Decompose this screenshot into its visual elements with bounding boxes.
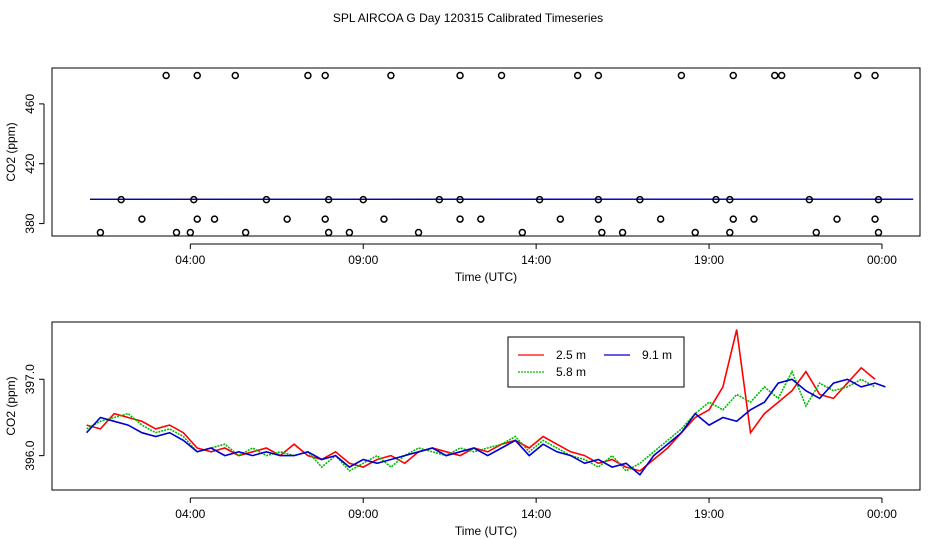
calibration-point bbox=[262, 195, 271, 204]
timeseries-series-line-5-8m bbox=[86, 369, 876, 472]
calibration-point bbox=[518, 228, 527, 237]
calibration-point bbox=[771, 71, 779, 80]
calibration-point bbox=[324, 228, 333, 237]
timeseries-plot-frame bbox=[51, 321, 921, 491]
calibration-point bbox=[812, 228, 821, 237]
calibration-point bbox=[750, 215, 758, 223]
calibration-x-tick-label: 04:00 bbox=[175, 253, 205, 267]
calibration-point bbox=[594, 215, 603, 223]
calibration-x-tick-label: 09:00 bbox=[348, 253, 378, 267]
calibration-point bbox=[656, 215, 665, 223]
calibration-point bbox=[190, 195, 198, 204]
timeseries-x-tick-label: 04:00 bbox=[175, 507, 205, 521]
calibration-y-tick-label: 380 bbox=[23, 213, 37, 233]
calibration-point bbox=[345, 228, 354, 237]
calibration-point bbox=[138, 215, 146, 223]
calibration-y-tick-label: 420 bbox=[23, 153, 37, 173]
calibration-point bbox=[186, 228, 195, 237]
calibration-point bbox=[380, 215, 388, 223]
calibration-axes: 04:00 09:00 14:00 19:00 00:00 380 420 460 bbox=[23, 94, 897, 267]
chart-title: SPL AIRCOA G Day 120315 Calibrated Times… bbox=[333, 11, 603, 25]
legend-label-5-8m: 5.8 m bbox=[556, 365, 586, 379]
calibration-point bbox=[636, 195, 644, 204]
calibration-point bbox=[283, 215, 291, 223]
timeseries-panel: 04:00 09:00 14:00 19:00 00:00 396.0 397.0 Time… bbox=[4, 321, 921, 538]
calibration-point bbox=[594, 195, 603, 204]
calibration-point bbox=[477, 215, 485, 223]
calibration-point bbox=[96, 228, 105, 237]
calibration-point bbox=[556, 215, 565, 223]
calibration-point bbox=[172, 228, 181, 237]
calibration-point bbox=[833, 215, 841, 223]
calibration-point bbox=[691, 228, 699, 237]
legend-box bbox=[507, 336, 685, 388]
calibration-point bbox=[777, 71, 786, 80]
calibration-point bbox=[193, 215, 201, 223]
calibration-point bbox=[321, 215, 329, 223]
calibration-point bbox=[712, 195, 720, 204]
calibration-point bbox=[805, 195, 814, 204]
calibration-point bbox=[871, 215, 879, 223]
calibration-point bbox=[729, 71, 738, 80]
calibration-y-tick-label: 460 bbox=[23, 94, 37, 114]
legend: 2.5 m 5.8 m 9.1 m bbox=[507, 336, 685, 388]
calibration-point bbox=[871, 71, 879, 80]
calibration-point bbox=[854, 71, 862, 80]
timeseries-y-tick-label: 397.0 bbox=[23, 364, 37, 394]
calibration-marks bbox=[89, 71, 914, 237]
timeseries-y-tick-label: 396.0 bbox=[23, 440, 37, 470]
calibration-point bbox=[241, 228, 250, 237]
timeseries-series-line-9-1m bbox=[86, 378, 886, 476]
calibration-point bbox=[726, 228, 734, 237]
calibration-point bbox=[456, 195, 464, 204]
calibration-point bbox=[618, 228, 627, 237]
timeseries-axes: 04:00 09:00 14:00 19:00 00:00 396.0 397.0 bbox=[23, 364, 897, 521]
timeseries-series-line-2-5m bbox=[86, 329, 876, 472]
calibration-point bbox=[535, 195, 544, 204]
timeseries-x-tick-label: 14:00 bbox=[521, 507, 551, 521]
calibration-point bbox=[594, 71, 603, 80]
calibration-point bbox=[573, 71, 582, 80]
calibration-plot-frame bbox=[51, 67, 921, 237]
timeseries-lines bbox=[86, 329, 886, 476]
calibration-point bbox=[456, 71, 464, 80]
calibration-point bbox=[359, 195, 367, 204]
timeseries-x-tick-label: 09:00 bbox=[348, 507, 378, 521]
calibration-point bbox=[874, 195, 883, 204]
calibration-y-axis-label: CO2 (ppm) bbox=[4, 122, 18, 181]
calibration-x-tick-label: 19:00 bbox=[694, 253, 724, 267]
legend-label-2-5m: 2.5 m bbox=[556, 348, 586, 362]
calibration-point bbox=[729, 215, 738, 223]
calibration-point bbox=[117, 195, 125, 204]
legend-label-9-1m: 9.1 m bbox=[642, 348, 672, 362]
calibration-point bbox=[598, 228, 606, 237]
calibration-point bbox=[210, 215, 219, 223]
calibration-point bbox=[414, 228, 423, 237]
calibration-x-tick-label: 14:00 bbox=[521, 253, 551, 267]
timeseries-x-axis-label: Time (UTC) bbox=[455, 524, 517, 538]
calibration-point bbox=[324, 195, 333, 204]
calibration-point bbox=[193, 71, 201, 80]
calibration-point bbox=[387, 71, 395, 80]
timeseries-x-tick-label: 00:00 bbox=[867, 507, 897, 521]
calibration-point bbox=[231, 71, 240, 80]
calibration-point bbox=[321, 71, 329, 80]
calibration-point bbox=[726, 195, 734, 204]
calibration-point bbox=[304, 71, 312, 80]
calibration-point bbox=[874, 228, 883, 237]
calibration-point bbox=[435, 195, 444, 204]
calibration-point bbox=[162, 71, 170, 80]
calibration-point bbox=[677, 71, 686, 80]
calibration-point bbox=[456, 215, 464, 223]
calibration-x-tick-label: 00:00 bbox=[867, 253, 897, 267]
calibration-point bbox=[497, 71, 506, 80]
calibration-x-axis-label: Time (UTC) bbox=[455, 270, 517, 284]
timeseries-y-axis-label: CO2 (ppm) bbox=[4, 376, 18, 435]
timeseries-x-tick-label: 19:00 bbox=[694, 507, 724, 521]
calibration-panel: 04:00 09:00 14:00 19:00 00:00 380 420 460 Time … bbox=[4, 67, 921, 284]
